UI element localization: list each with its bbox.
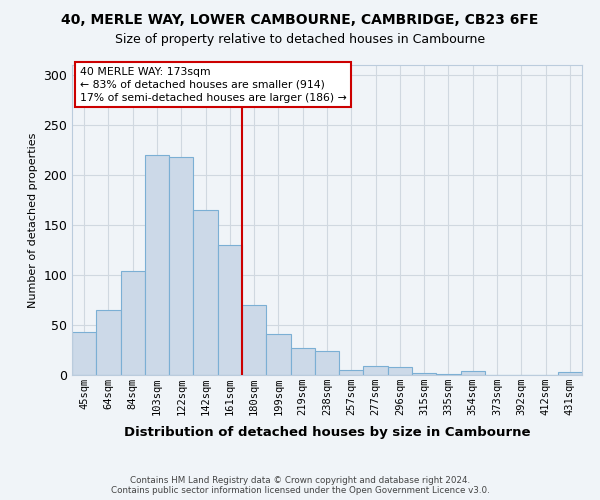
Bar (266, 334, 290, 375)
Bar (96, 310, 121, 375)
Bar (461, 371, 485, 375)
Bar (339, 370, 364, 375)
Bar (72, 332, 96, 375)
Bar (242, 305, 266, 375)
Text: 40, MERLE WAY, LOWER CAMBOURNE, CAMBRIDGE, CB23 6FE: 40, MERLE WAY, LOWER CAMBOURNE, CAMBRIDG… (61, 12, 539, 26)
Bar (193, 210, 218, 375)
Bar (315, 351, 339, 375)
Y-axis label: Number of detached properties: Number of detached properties (28, 132, 38, 308)
Text: 40 MERLE WAY: 173sqm
← 83% of detached houses are smaller (914)
17% of semi-deta: 40 MERLE WAY: 173sqm ← 83% of detached h… (80, 66, 346, 103)
Bar (412, 373, 436, 375)
Bar (290, 348, 315, 375)
Bar (364, 366, 388, 375)
Text: Contains HM Land Registry data © Crown copyright and database right 2024.
Contai: Contains HM Land Registry data © Crown c… (110, 476, 490, 495)
Bar (169, 157, 193, 375)
Bar (218, 245, 242, 375)
Bar (388, 367, 412, 375)
Bar (145, 155, 169, 375)
Text: Size of property relative to detached houses in Cambourne: Size of property relative to detached ho… (115, 32, 485, 46)
X-axis label: Distribution of detached houses by size in Cambourne: Distribution of detached houses by size … (124, 426, 530, 440)
Bar (558, 372, 582, 375)
Bar (121, 271, 145, 375)
Bar (436, 374, 461, 375)
